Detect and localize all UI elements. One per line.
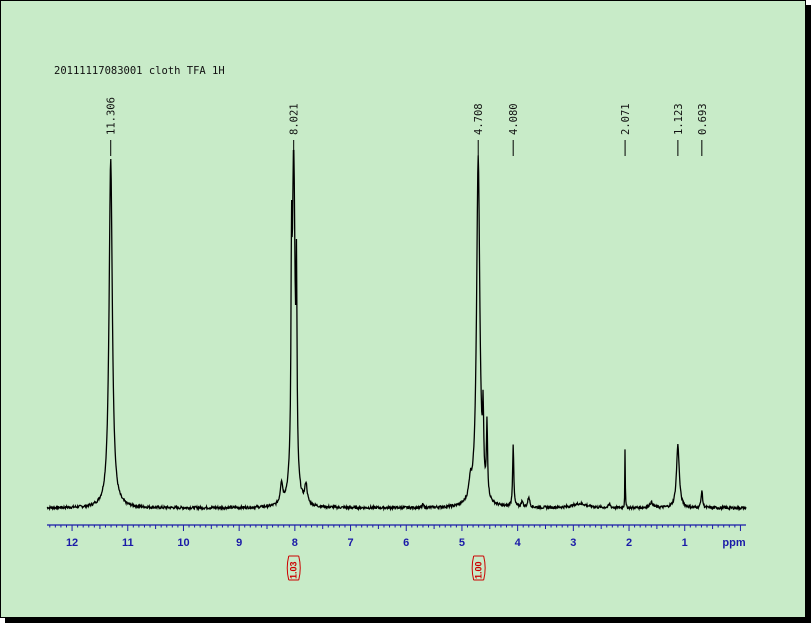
- integral-bracket: [286, 555, 301, 581]
- x-tick-label: 9: [236, 537, 242, 549]
- peak-label: 2.071: [620, 103, 632, 135]
- x-tick-label: 8: [292, 537, 298, 549]
- x-tick-label: 3: [570, 537, 576, 549]
- chart-title: 20111117083001 cloth TFA 1H: [54, 65, 225, 77]
- x-tick-label: 4: [515, 537, 522, 549]
- integrals: 1.03 1.00: [286, 555, 486, 581]
- x-axis: 12 11 10 9 8 7 6 5 4 3 2 1 ppm: [47, 524, 746, 549]
- x-tick-label: 10: [177, 537, 189, 549]
- integral-bracket: [471, 555, 486, 581]
- peak-label: 4.080: [508, 103, 520, 135]
- spectrum-trace: [46, 149, 747, 512]
- x-tick-label: 6: [403, 537, 409, 549]
- x-tick-label: 1: [682, 537, 688, 549]
- peak-label: 8.021: [289, 103, 301, 135]
- peak-label: 0.693: [697, 103, 709, 135]
- spectrum-frame: 20111117083001 cloth TFA 1H 11.306 8.021 4…: [0, 0, 806, 618]
- nmr-spectrum-chart: 20111117083001 cloth TFA 1H 11.306 8.021 4…: [46, 65, 747, 581]
- peak-label: 4.708: [473, 103, 485, 135]
- peak-label: 1.123: [673, 103, 685, 135]
- integral-label: 1.03: [289, 561, 299, 579]
- x-tick-label: 5: [459, 537, 465, 549]
- peak-label: 11.306: [106, 97, 118, 135]
- x-tick-label: 11: [122, 537, 134, 549]
- x-tick-label: 2: [626, 537, 632, 549]
- x-axis-label: ppm: [722, 537, 745, 549]
- x-tick-label: 12: [66, 537, 78, 549]
- peak-labels: 11.306 8.021 4.708 4.080 2.071 1.123 0.693: [106, 97, 709, 156]
- x-tick-label: 7: [347, 537, 353, 549]
- integral-label: 1.00: [474, 561, 484, 579]
